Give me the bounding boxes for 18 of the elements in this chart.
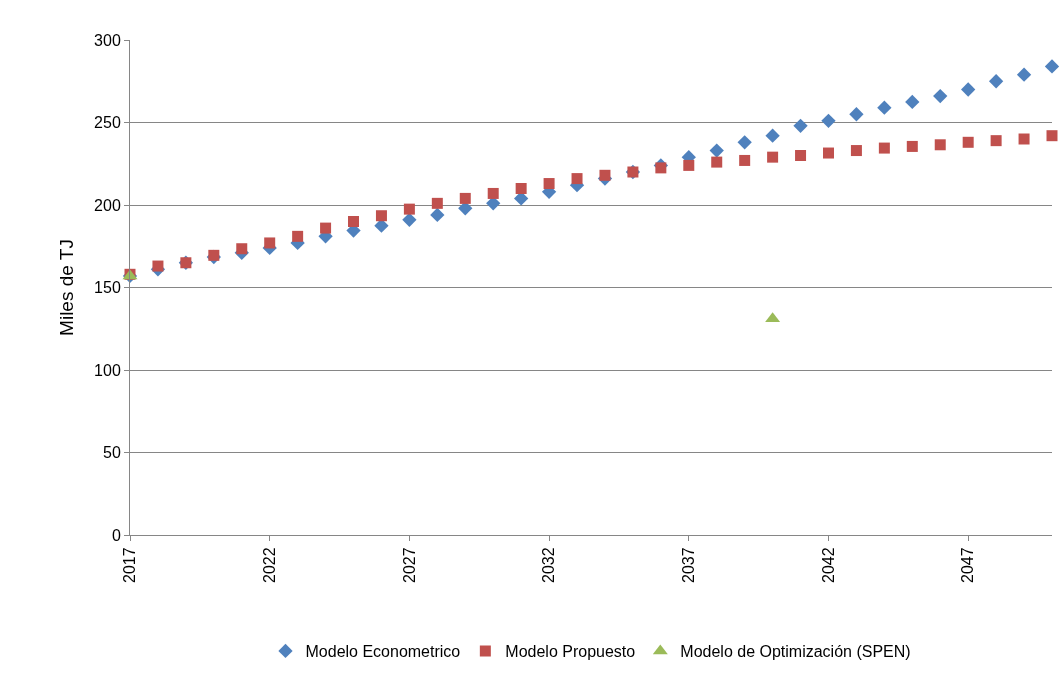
legend-label: Modelo Propuesto xyxy=(505,643,636,661)
y-tick-label: 250 xyxy=(94,114,121,132)
y-tick-label: 100 xyxy=(94,361,121,379)
legend-label: Modelo de Optimización (SPEN) xyxy=(680,643,911,661)
y-tick-label: 200 xyxy=(94,196,121,214)
y-tick-label: 150 xyxy=(94,279,121,297)
y-tick-label: 50 xyxy=(103,444,121,462)
x-tick-label: 2032 xyxy=(540,547,558,583)
y-axis-title: Miles de TJ xyxy=(55,239,77,336)
x-tick-label: 2037 xyxy=(679,547,697,583)
x-tick-label: 2042 xyxy=(819,547,837,583)
y-tick-label: 300 xyxy=(94,31,121,49)
x-tick-label: 2022 xyxy=(260,547,278,583)
x-tick-label: 2027 xyxy=(400,547,418,583)
x-tick-label: 2017 xyxy=(121,547,139,583)
y-tick-label: 0 xyxy=(111,526,121,544)
x-tick-label: 2047 xyxy=(959,547,977,583)
legend-label: Modelo Econometrico xyxy=(305,643,461,661)
